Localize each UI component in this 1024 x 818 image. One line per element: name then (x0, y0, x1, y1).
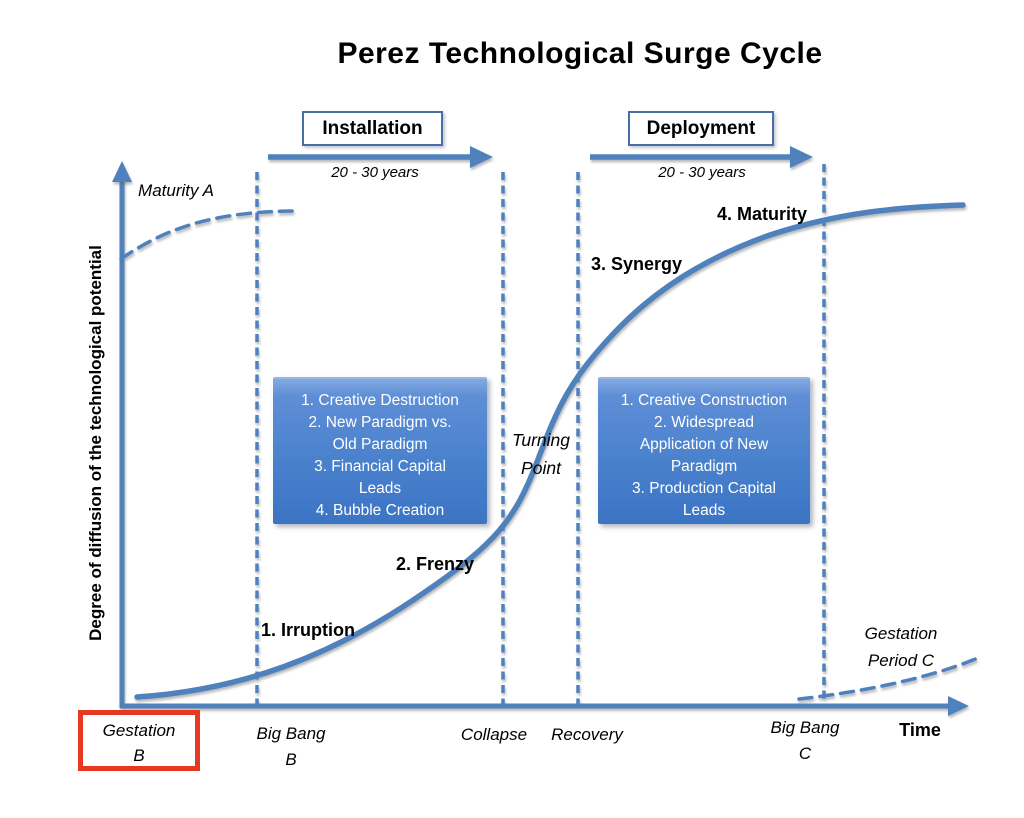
recovery-label: Recovery (551, 725, 623, 744)
info-line: Application of New (639, 436, 769, 453)
info-line: 3. Production Capital (632, 480, 776, 497)
deployment-phase-box: Deployment (628, 111, 774, 146)
installation-phase-box: Installation (302, 111, 443, 146)
diagram-title: Perez Technological Surge Cycle (337, 37, 823, 70)
info-line: 2. New Paradigm vs. (308, 414, 452, 431)
info-line: 1. Creative Construction (620, 392, 788, 409)
installation-arrowhead-icon (470, 146, 493, 168)
stage-label-irruption: 1. Irruption (261, 620, 355, 640)
x-axis-arrowhead-icon (948, 696, 969, 716)
y-axis-label: Degree of diffusion of the technological… (86, 245, 105, 641)
gestation-c-dashed-curve (797, 656, 980, 701)
info-line: Leads (682, 502, 726, 519)
big-bang-c-line1: Big Bang (770, 718, 840, 737)
turning-point-line1: Turning (511, 430, 571, 450)
gestation-c-line1: Gestation (864, 624, 938, 643)
installation-duration-label: 20 - 30 years (331, 164, 419, 181)
info-line: 1. Creative Destruction (301, 392, 459, 409)
big-bang-c-label: Big Bang C (750, 715, 860, 767)
turning-point-label: Turning Point (494, 426, 588, 482)
s-curve (134, 202, 966, 700)
x-axis-label: Time (899, 720, 941, 740)
installation-characteristics-box: 1. Creative Destruction 2. New Paradigm … (273, 377, 487, 524)
deployment-characteristics-box: 1. Creative Construction 2. Widespread A… (598, 377, 810, 524)
big-bang-b-line2: B (285, 750, 297, 769)
gestation-b-line1: Gestation (102, 721, 176, 740)
info-line: 4. Bubble Creation (315, 502, 445, 519)
info-line: Paradigm (670, 458, 738, 475)
info-line: 3. Financial Capital (314, 458, 446, 475)
big-bang-b-line1: Big Bang (256, 724, 326, 743)
info-line: Leads (358, 480, 402, 497)
y-axis-arrowhead-icon (112, 161, 132, 182)
stage-label-maturity: 4. Maturity (717, 204, 808, 224)
deployment-duration-label: 20 - 30 years (658, 164, 746, 181)
big-bang-c-line2: C (798, 744, 812, 763)
collapse-label: Collapse (460, 725, 528, 744)
stage-label-synergy: 3. Synergy (591, 254, 683, 274)
maturity-a-dashed-curve (119, 209, 294, 261)
big-bang-b-label: Big Bang B (236, 721, 346, 773)
gestation-b-highlighted-label: Gestation B (78, 710, 200, 771)
info-line: Old Paradigm (332, 436, 428, 453)
deployment-arrowhead-icon (790, 146, 813, 168)
gestation-c-line2: Period C (867, 651, 935, 670)
stage-label-frenzy: 2. Frenzy (396, 554, 475, 574)
gestation-b-line2: B (133, 746, 145, 765)
gestation-period-c-annotation: Gestation Period C (845, 620, 957, 674)
turning-point-line2: Point (521, 458, 561, 478)
maturity-a-annotation: Maturity A (138, 181, 214, 200)
info-line: 2. Widespread (654, 414, 754, 431)
